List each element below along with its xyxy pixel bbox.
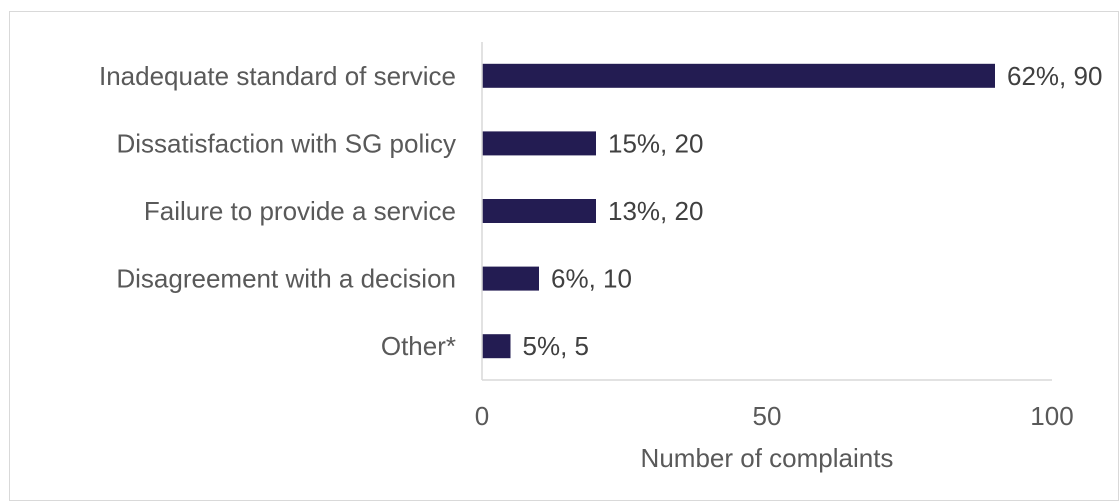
data-label: 13%, 20 (608, 196, 703, 226)
category-label: Other* (381, 331, 456, 361)
bars (482, 63, 995, 359)
data-label: 6%, 10 (551, 264, 632, 294)
bar (482, 334, 511, 359)
bar (482, 266, 539, 291)
x-tick-label: 100 (1030, 401, 1073, 431)
chart-frame (9, 11, 1119, 501)
bar (482, 131, 596, 156)
data-label: 15%, 20 (608, 128, 703, 158)
data-labels: 62%, 90 15%, 20 13%, 20 6%, 10 5%, 5 (523, 61, 1103, 361)
bar (482, 63, 995, 88)
data-label: 62%, 90 (1007, 61, 1102, 91)
x-tick-label: 50 (753, 401, 782, 431)
x-axis-title: Number of complaints (641, 443, 894, 473)
category-label: Inadequate standard of service (99, 61, 456, 91)
category-label: Dissatisfaction with SG policy (116, 128, 456, 158)
x-tick-labels: 0 50 100 (475, 401, 1074, 431)
category-label: Failure to provide a service (144, 196, 456, 226)
category-labels: Inadequate standard of service Dissatisfa… (99, 61, 456, 361)
x-tick-label: 0 (475, 401, 489, 431)
category-label: Disagreement with a decision (116, 264, 456, 294)
data-label: 5%, 5 (523, 331, 590, 361)
bar (482, 199, 596, 223)
